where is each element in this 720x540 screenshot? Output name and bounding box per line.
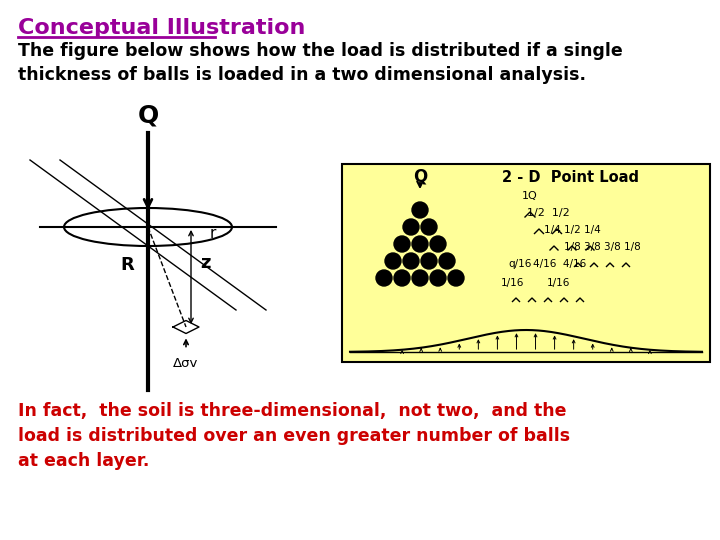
Text: Conceptual Illustration: Conceptual Illustration xyxy=(18,18,305,38)
Circle shape xyxy=(403,253,419,269)
Text: 1/8 3/8 3/8 1/8: 1/8 3/8 3/8 1/8 xyxy=(564,242,640,252)
Text: q/16: q/16 xyxy=(508,259,531,269)
Circle shape xyxy=(421,219,437,235)
Text: Δσv: Δσv xyxy=(174,357,199,370)
Circle shape xyxy=(412,270,428,286)
Circle shape xyxy=(412,236,428,252)
Text: Q: Q xyxy=(138,103,158,127)
Text: 1/16: 1/16 xyxy=(546,278,570,288)
Text: The figure below shows how the load is distributed if a single
thickness of ball: The figure below shows how the load is d… xyxy=(18,42,623,84)
Circle shape xyxy=(439,253,455,269)
Text: Q: Q xyxy=(413,168,427,186)
FancyBboxPatch shape xyxy=(342,164,710,362)
Text: z: z xyxy=(200,254,210,272)
Text: 4/16  4/16: 4/16 4/16 xyxy=(534,259,587,269)
Text: In fact,  the soil is three-dimensional,  not two,  and the
load is distributed : In fact, the soil is three-dimensional, … xyxy=(18,402,570,470)
Text: 1/4 1/2 1/4: 1/4 1/2 1/4 xyxy=(544,225,600,235)
Circle shape xyxy=(394,270,410,286)
Text: 1/16: 1/16 xyxy=(500,278,523,288)
Text: R: R xyxy=(120,256,134,274)
Circle shape xyxy=(430,236,446,252)
Circle shape xyxy=(403,219,419,235)
Text: 1Q: 1Q xyxy=(522,191,538,201)
Circle shape xyxy=(385,253,401,269)
Text: 1/2  1/2: 1/2 1/2 xyxy=(526,208,570,218)
Circle shape xyxy=(412,202,428,218)
Circle shape xyxy=(448,270,464,286)
Circle shape xyxy=(421,253,437,269)
Text: r: r xyxy=(210,226,217,240)
Text: 2 - D  Point Load: 2 - D Point Load xyxy=(502,170,639,185)
Circle shape xyxy=(430,270,446,286)
Circle shape xyxy=(376,270,392,286)
Circle shape xyxy=(394,236,410,252)
